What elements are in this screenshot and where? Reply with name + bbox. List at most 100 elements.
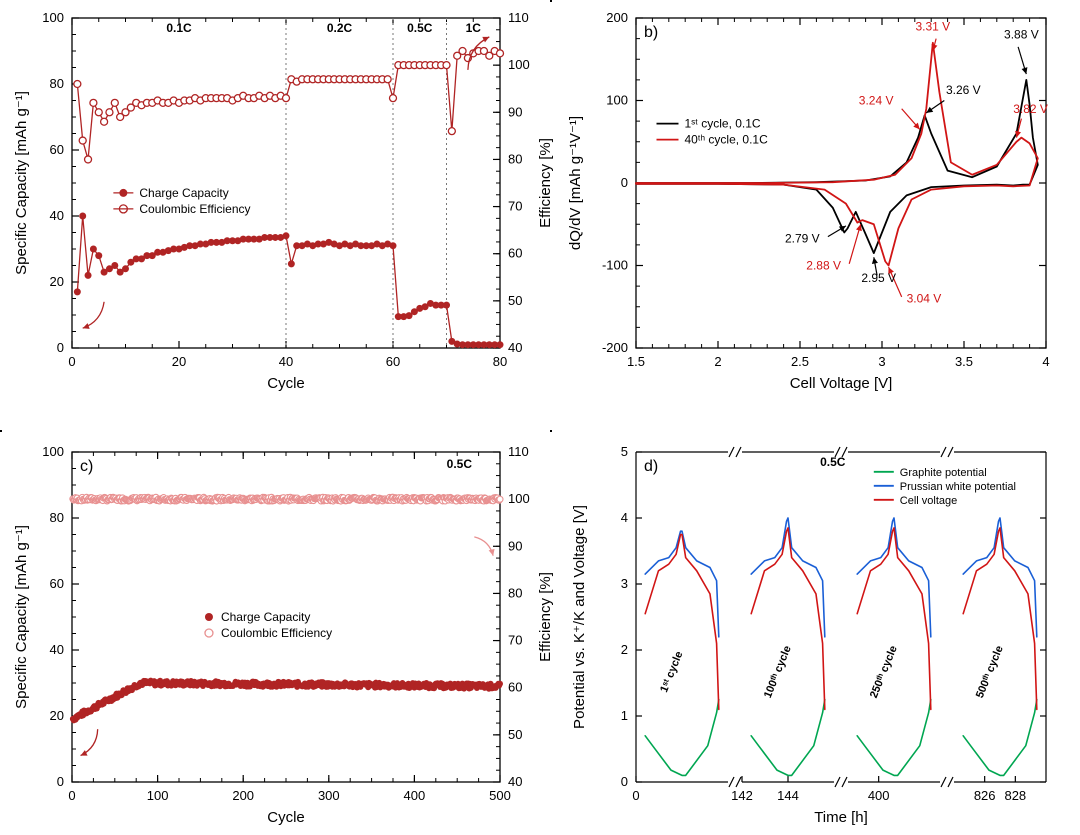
svg-text:828: 828 — [1004, 788, 1026, 803]
svg-text:3.5: 3.5 — [955, 354, 973, 369]
svg-text:1ˢᵗ cycle, 0.1C: 1ˢᵗ cycle, 0.1C — [685, 117, 761, 131]
svg-text:100: 100 — [42, 10, 64, 25]
svg-text:200: 200 — [606, 10, 628, 25]
svg-text:5: 5 — [621, 444, 628, 459]
svg-text:0: 0 — [621, 175, 628, 190]
svg-text:200: 200 — [232, 788, 254, 803]
svg-text:0: 0 — [68, 788, 75, 803]
svg-text:500: 500 — [489, 788, 511, 803]
svg-text:0.2C: 0.2C — [327, 21, 353, 35]
svg-text:Cell Voltage [V]: Cell Voltage [V] — [790, 375, 893, 392]
svg-text:0: 0 — [632, 788, 639, 803]
svg-text:3.24 V: 3.24 V — [859, 94, 894, 108]
svg-text:60: 60 — [386, 354, 400, 369]
svg-text:3.82 V: 3.82 V — [1013, 102, 1048, 116]
panel-d: d) Time [h]Potential vs. K⁺/K and Voltag… — [550, 430, 1080, 833]
svg-text:500ᵗʰ cycle: 500ᵗʰ cycle — [974, 644, 1006, 700]
svg-text:40ᵗʰ cycle, 0.1C: 40ᵗʰ cycle, 0.1C — [685, 133, 769, 147]
svg-text:Cycle: Cycle — [267, 809, 305, 826]
svg-text:0: 0 — [621, 774, 628, 789]
svg-text:2: 2 — [714, 354, 721, 369]
svg-text:3.31 V: 3.31 V — [915, 19, 950, 33]
svg-text:0: 0 — [57, 340, 64, 355]
svg-text:60: 60 — [508, 680, 522, 695]
svg-text:2.79 V: 2.79 V — [785, 231, 820, 245]
svg-text:Cell voltage: Cell voltage — [900, 495, 957, 507]
svg-text:100: 100 — [606, 93, 628, 108]
svg-text:3.26 V: 3.26 V — [946, 83, 981, 97]
svg-text:Specific Capacity [mAh g⁻¹]: Specific Capacity [mAh g⁻¹] — [13, 525, 30, 709]
svg-text:142: 142 — [731, 788, 753, 803]
svg-text:2.88 V: 2.88 V — [806, 259, 841, 273]
panel-a-svg: 020406080020406080100405060708090100110C… — [0, 0, 560, 420]
svg-text:1ˢᵗ cycle: 1ˢᵗ cycle — [658, 650, 685, 695]
svg-text:60: 60 — [50, 576, 64, 591]
svg-text:80: 80 — [50, 510, 64, 525]
svg-text:100: 100 — [147, 788, 169, 803]
panel-c-svg: 0100200300400500020406080100405060708090… — [0, 430, 560, 835]
panel-b-svg: 1.5 2 2.5 3 3.5 4 -200 -100 0 100 200 Cell Voltage … — [550, 0, 1080, 420]
svg-text:Specific Capacity [mAh g⁻¹]: Specific Capacity [mAh g⁻¹] — [13, 91, 30, 275]
svg-text:80: 80 — [508, 151, 522, 166]
svg-text:3.04 V: 3.04 V — [907, 292, 942, 306]
svg-text:40: 40 — [508, 340, 522, 355]
svg-text:3.88 V: 3.88 V — [1004, 28, 1039, 42]
svg-text:0.5C: 0.5C — [407, 21, 433, 35]
svg-text:3: 3 — [878, 354, 885, 369]
svg-text:80: 80 — [508, 585, 522, 600]
svg-text:Coulombic Efficiency: Coulombic Efficiency — [139, 202, 250, 216]
svg-text:60: 60 — [508, 246, 522, 261]
svg-text:Charge Capacity: Charge Capacity — [221, 610, 310, 624]
svg-text:3: 3 — [621, 576, 628, 591]
svg-text:0: 0 — [57, 774, 64, 789]
panel-d-svg: Time [h] Potential vs. K⁺/K and Voltage [… — [550, 430, 1080, 835]
svg-text:90: 90 — [508, 104, 522, 119]
svg-text:0.5C: 0.5C — [447, 457, 473, 471]
svg-text:20: 20 — [50, 708, 64, 723]
svg-text:70: 70 — [508, 199, 522, 214]
svg-text:250ᵗʰ cycle: 250ᵗʰ cycle — [868, 644, 900, 700]
svg-text:0.5C: 0.5C — [820, 455, 846, 469]
svg-text:50: 50 — [508, 727, 522, 742]
svg-text:Coulombic Efficiency: Coulombic Efficiency — [221, 626, 332, 640]
svg-text:2.5: 2.5 — [791, 354, 809, 369]
svg-text:110: 110 — [508, 444, 529, 459]
svg-text:-200: -200 — [602, 340, 628, 355]
svg-text:826: 826 — [974, 788, 996, 803]
svg-text:2.95 V: 2.95 V — [861, 271, 896, 285]
svg-text:400: 400 — [868, 788, 890, 803]
svg-text:40: 40 — [279, 354, 293, 369]
svg-text:300: 300 — [318, 788, 340, 803]
svg-text:-100: -100 — [602, 258, 628, 273]
svg-text:100: 100 — [508, 491, 530, 506]
panel-a: a) 0204060800204060801004050607080901001… — [0, 0, 560, 420]
svg-text:400: 400 — [404, 788, 426, 803]
svg-text:100: 100 — [508, 57, 530, 72]
svg-text:4: 4 — [621, 510, 628, 525]
svg-text:20: 20 — [50, 274, 64, 289]
svg-text:1C: 1C — [466, 21, 482, 35]
svg-text:100ᵗʰ cycle: 100ᵗʰ cycle — [762, 644, 794, 700]
svg-text:Potential vs. K⁺/K and Voltage: Potential vs. K⁺/K and Voltage [V] — [571, 505, 588, 729]
svg-text:Charge Capacity: Charge Capacity — [139, 186, 228, 200]
svg-text:1.5: 1.5 — [627, 354, 645, 369]
svg-text:100: 100 — [42, 444, 64, 459]
svg-text:Time [h]: Time [h] — [814, 809, 868, 826]
svg-text:50: 50 — [508, 293, 522, 308]
svg-text:70: 70 — [508, 633, 522, 648]
svg-text:Prussian white potential: Prussian white potential — [900, 481, 1016, 493]
svg-text:Cycle: Cycle — [267, 375, 305, 392]
panel-b: b) 1.522.533.54-200-1000100200Cell Volta… — [550, 0, 1080, 420]
svg-text:110: 110 — [508, 10, 529, 25]
svg-text:dQ/dV [mAh g⁻¹V⁻¹]: dQ/dV [mAh g⁻¹V⁻¹] — [567, 116, 584, 250]
svg-text:144: 144 — [777, 788, 799, 803]
svg-text:0.1C: 0.1C — [166, 21, 192, 35]
svg-text:20: 20 — [172, 354, 186, 369]
svg-text:80: 80 — [50, 76, 64, 91]
svg-text:60: 60 — [50, 142, 64, 157]
svg-text:40: 40 — [50, 208, 64, 223]
svg-text:1: 1 — [621, 708, 628, 723]
svg-text:Graphite potential: Graphite potential — [900, 467, 987, 479]
svg-text:90: 90 — [508, 538, 522, 553]
svg-text:4: 4 — [1042, 354, 1049, 369]
